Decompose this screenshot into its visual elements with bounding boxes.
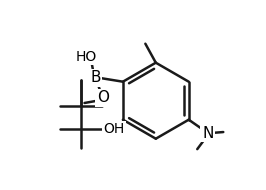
Text: N: N — [202, 126, 213, 140]
Text: HO: HO — [75, 50, 97, 64]
Text: OH: OH — [103, 122, 124, 136]
Text: B: B — [90, 70, 101, 85]
Text: O: O — [97, 90, 109, 105]
